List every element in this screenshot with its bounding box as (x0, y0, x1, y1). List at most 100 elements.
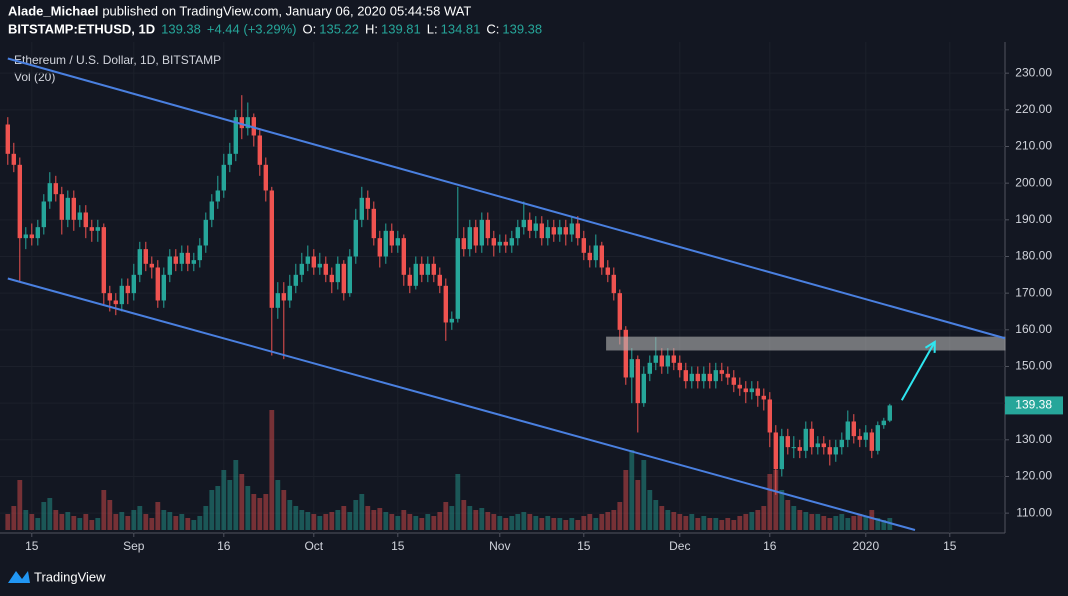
candle-body (383, 230, 388, 257)
candle-body (485, 219, 490, 239)
volume-bar (359, 494, 365, 530)
volume-bar (539, 518, 545, 530)
volume-bar (287, 500, 293, 530)
candle-body (23, 234, 28, 239)
candle-body (29, 234, 34, 239)
volume-bar (281, 490, 287, 530)
candle-body (809, 428, 814, 448)
candle-body (131, 274, 136, 294)
candle-body (797, 447, 802, 451)
y-tick-label: 190.00 (1015, 212, 1052, 226)
volume-bar (35, 518, 41, 530)
candle-body (887, 405, 892, 421)
y-tick-label: 160.00 (1015, 322, 1052, 336)
candle-body (839, 439, 844, 448)
y-tick-label: 220.00 (1015, 102, 1052, 116)
candle-body (785, 436, 790, 448)
volume-bar (449, 506, 455, 530)
candle-body (827, 447, 832, 455)
volume-bar (269, 410, 275, 530)
candle-body (71, 197, 76, 220)
volume-bar (581, 516, 587, 530)
header-text: 139.38 (161, 21, 201, 36)
volume-bar (509, 516, 515, 530)
volume-bar (149, 518, 155, 530)
candle-body (869, 432, 874, 451)
volume-bar (83, 514, 89, 530)
volume-bar (677, 514, 683, 530)
candles (5, 95, 892, 495)
y-tick-label: 200.00 (1015, 175, 1052, 189)
volume-bar (395, 516, 401, 530)
resistance-zone (606, 336, 1006, 351)
y-tick-label: 110.00 (1016, 505, 1052, 519)
volume-bar (617, 502, 623, 530)
volume-bar (233, 460, 239, 530)
volume-bars (5, 410, 893, 530)
candle-body (581, 238, 586, 253)
candle-body (281, 293, 286, 301)
candle-body (755, 388, 760, 396)
x-tick-label: Dec (669, 539, 690, 553)
volume-bar (803, 512, 809, 530)
volume-bar (383, 512, 389, 530)
x-tick-label: 15 (391, 539, 405, 553)
candle-body (707, 373, 712, 382)
volume-bar (437, 512, 443, 530)
volume-bar (335, 510, 341, 530)
volume-bar (371, 510, 377, 530)
volume-bar (275, 480, 281, 530)
volume-bar (377, 508, 383, 530)
candle-body (155, 267, 160, 301)
volume-bar (365, 506, 371, 530)
arrow-head (924, 340, 936, 353)
candle-body (587, 252, 592, 261)
candle-body (767, 399, 772, 433)
volume-bar (863, 516, 869, 530)
candle-body (149, 263, 154, 268)
candle-body (161, 274, 166, 301)
candle-body (53, 183, 58, 195)
candle-body (263, 164, 268, 191)
x-tick-label: 15 (943, 539, 957, 553)
candle-body (407, 274, 412, 286)
volume-bar (167, 512, 173, 530)
volume-bar (671, 512, 677, 530)
volume-bar (101, 490, 107, 530)
candle-body (641, 373, 646, 404)
candle-body (821, 443, 826, 448)
candle-body (725, 373, 730, 378)
candle-body (779, 436, 784, 470)
candle-body (773, 432, 778, 470)
volume-bar (413, 516, 419, 530)
volume-bar (575, 520, 581, 530)
volume-bar (161, 510, 167, 530)
candle-body (635, 359, 640, 404)
volume-bar (341, 506, 347, 530)
volume-bar (749, 512, 755, 530)
header-text: 139.81 (381, 21, 421, 36)
volume-bar (113, 514, 119, 530)
candle-body (137, 249, 142, 275)
last-price-label: 139.38 (1015, 398, 1052, 412)
volume-bar (17, 480, 23, 530)
volume-bar (257, 498, 263, 530)
candle-body (659, 355, 664, 367)
candle-body (191, 260, 196, 264)
candle-body (443, 285, 448, 323)
candle-body (77, 212, 82, 220)
candle-body (65, 197, 70, 220)
volume-bar (173, 516, 179, 530)
volume-bar (239, 474, 245, 530)
volume-bar (473, 510, 479, 530)
volume-bar (203, 506, 209, 530)
candle-body (221, 164, 226, 191)
volume-bar (155, 502, 161, 530)
channel-line (7, 277, 916, 531)
volume-bar (647, 490, 653, 530)
volume-bar (875, 518, 881, 530)
candle-body (41, 201, 46, 228)
volume-bar (737, 516, 743, 530)
volume-bar (557, 518, 563, 530)
channel-line (7, 57, 1006, 340)
